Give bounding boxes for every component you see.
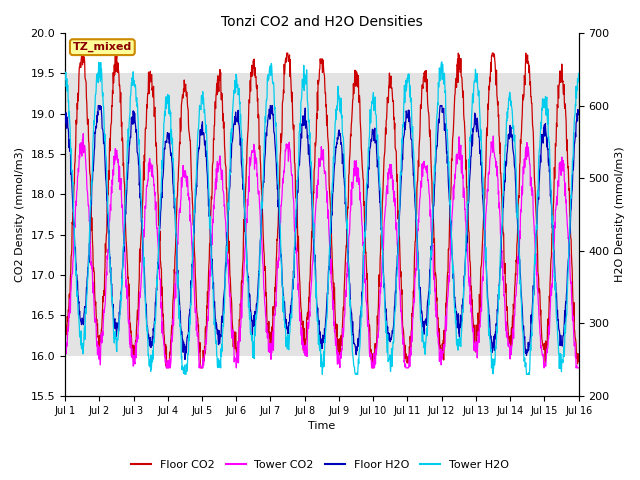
Bar bbox=[65, 73, 579, 356]
Y-axis label: CO2 Density (mmol/m3): CO2 Density (mmol/m3) bbox=[15, 147, 25, 282]
X-axis label: Time: Time bbox=[308, 421, 335, 432]
Text: TZ_mixed: TZ_mixed bbox=[73, 42, 132, 52]
Title: Tonzi CO2 and H2O Densities: Tonzi CO2 and H2O Densities bbox=[221, 15, 422, 29]
Y-axis label: H2O Density (mmol/m3): H2O Density (mmol/m3) bbox=[615, 147, 625, 282]
Legend: Floor CO2, Tower CO2, Floor H2O, Tower H2O: Floor CO2, Tower CO2, Floor H2O, Tower H… bbox=[126, 456, 514, 474]
